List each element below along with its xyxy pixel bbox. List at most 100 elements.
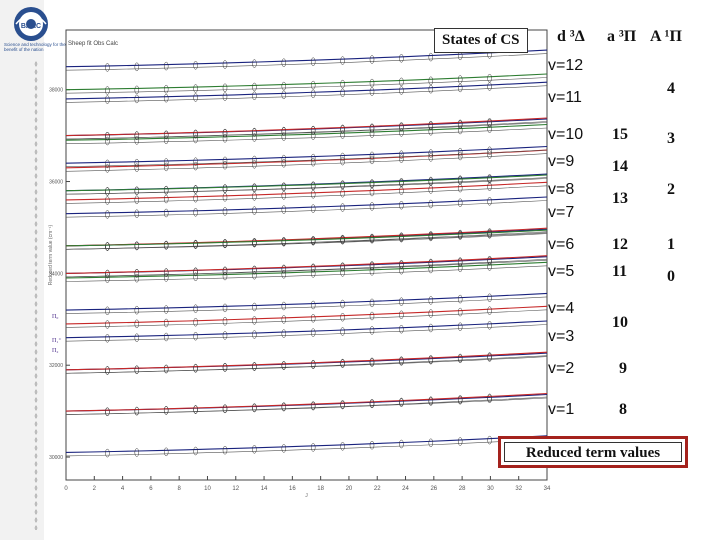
observed-point <box>252 127 257 137</box>
observed-point <box>193 93 198 102</box>
d3delta-v-label: v=2 <box>548 359 575 377</box>
observed-point <box>487 82 492 91</box>
x-tick-label: 4 <box>121 486 125 492</box>
fit-curve <box>65 149 548 167</box>
x-tick-label: 24 <box>402 486 409 492</box>
observed-point <box>281 132 287 141</box>
left-decoration-strip <box>0 0 44 540</box>
observed-point <box>457 437 463 446</box>
term-curve <box>65 261 548 279</box>
fit-curve <box>65 265 548 282</box>
observed-point <box>399 233 404 243</box>
term-curve <box>65 255 548 274</box>
observed-point <box>399 77 404 87</box>
observed-point <box>222 331 228 340</box>
legend-text: Sheep fit Obs Calc <box>68 41 118 47</box>
caption-box: Reduced term values <box>498 436 688 468</box>
observed-point <box>222 83 228 93</box>
observed-point <box>222 445 228 455</box>
observed-point <box>487 352 492 361</box>
a3pi-level-label: 12 <box>612 235 628 253</box>
observed-point <box>193 61 198 70</box>
observed-point <box>281 264 287 274</box>
observed-point <box>487 255 492 265</box>
observed-point <box>134 333 140 342</box>
observed-point <box>163 135 169 145</box>
observed-point <box>134 163 140 172</box>
x-tick-label: 6 <box>149 486 153 492</box>
observed-point <box>340 203 345 212</box>
observed-point <box>134 85 140 95</box>
term-curve <box>65 305 548 325</box>
fit-curve <box>65 309 548 328</box>
observed-point <box>222 239 228 249</box>
term-curve <box>65 435 548 453</box>
observed-point <box>487 306 492 315</box>
observed-point <box>457 395 463 404</box>
observed-point <box>369 87 375 96</box>
observed-point <box>310 401 316 410</box>
observed-point <box>163 268 169 277</box>
observed-point <box>222 60 228 69</box>
d3delta-v-label: v=3 <box>548 327 575 345</box>
fit-curve <box>65 185 548 204</box>
observed-point <box>105 86 110 95</box>
fit-curve <box>65 439 548 457</box>
observed-point <box>428 149 434 158</box>
observed-point <box>340 180 345 190</box>
observed-point <box>105 164 110 173</box>
observed-point <box>310 300 316 310</box>
observed-point <box>487 174 492 184</box>
A1pi-level-label: 0 <box>667 267 675 285</box>
observed-point <box>340 327 345 336</box>
observed-point <box>428 355 434 364</box>
A1pi-level-label: 1 <box>667 235 675 253</box>
observed-point <box>222 266 228 276</box>
observed-point <box>457 257 463 266</box>
observed-point <box>487 293 492 303</box>
observed-point <box>134 305 140 315</box>
x-tick-label: 12 <box>232 486 239 492</box>
observed-point <box>457 198 463 207</box>
d3delta-v-label: v=8 <box>548 180 575 198</box>
fit-curve <box>65 355 548 374</box>
a3pi-level-label: 15 <box>612 125 628 143</box>
d3delta-v-label: v=10 <box>548 125 584 143</box>
observed-point <box>134 158 140 168</box>
observed-point <box>193 317 198 327</box>
observed-point <box>134 195 140 205</box>
fit-curve <box>65 121 548 140</box>
fit-curve <box>65 233 548 250</box>
d3delta-v-label: v=1 <box>548 401 575 419</box>
x-tick-label: 16 <box>289 486 296 492</box>
observed-point <box>428 296 434 305</box>
observed-point <box>310 157 316 167</box>
observed-point <box>310 328 316 337</box>
observed-point <box>399 356 404 365</box>
header-d3delta: d ³Δ <box>557 28 585 45</box>
observed-point <box>105 210 110 219</box>
observed-point <box>222 128 228 138</box>
fit-curve <box>65 396 548 415</box>
observed-point <box>428 199 434 209</box>
observed-point <box>399 260 404 269</box>
observed-point <box>310 314 316 323</box>
observed-point <box>369 151 375 161</box>
observed-point <box>310 80 316 90</box>
observed-point <box>252 403 257 412</box>
observed-point <box>369 298 375 308</box>
observed-point <box>222 184 228 194</box>
observed-point <box>134 448 140 457</box>
observed-point <box>369 326 375 335</box>
observed-point <box>281 126 287 136</box>
observed-point <box>193 267 198 276</box>
term-curve <box>65 229 548 247</box>
observed-point <box>163 447 169 457</box>
x-tick-label: 34 <box>544 486 551 492</box>
d3delta-v-label: v=11 <box>548 88 582 106</box>
observed-point <box>105 159 110 169</box>
observed-point <box>399 310 404 320</box>
observed-point <box>428 232 434 242</box>
observed-point <box>428 52 434 62</box>
